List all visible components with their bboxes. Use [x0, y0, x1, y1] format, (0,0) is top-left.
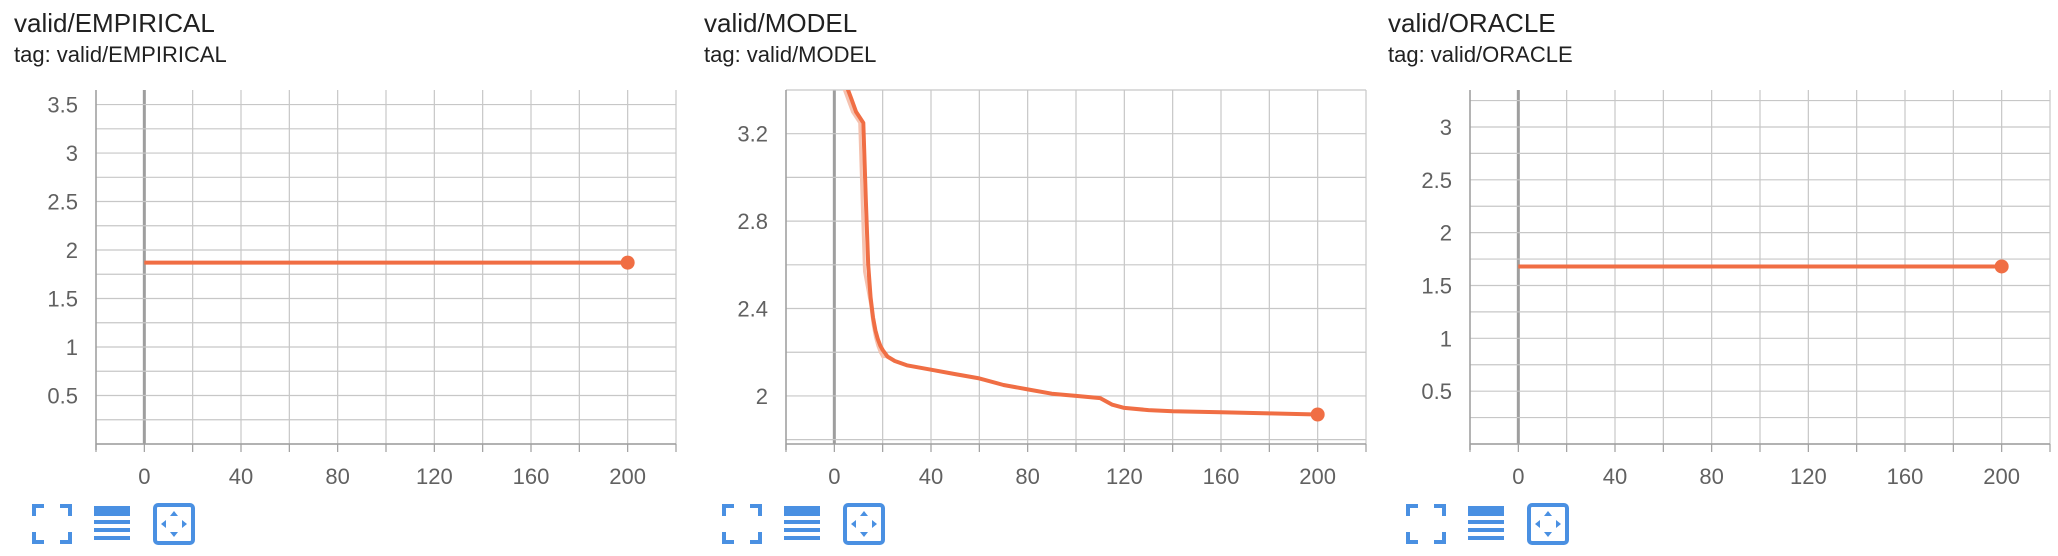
x-tick-label: 200 [1983, 464, 2020, 489]
x-tick-label: 120 [1790, 464, 1827, 489]
data-table-button[interactable] [90, 502, 134, 546]
x-tick-label: 0 [828, 464, 840, 489]
chart-title: valid/EMPIRICAL [14, 8, 215, 38]
data-table-icon [1468, 506, 1504, 540]
x-tick-label: 160 [1887, 464, 1924, 489]
x-tick-label: 40 [229, 464, 253, 489]
y-tick-label: 2 [1440, 221, 1452, 246]
line-chart-model[interactable]: 0 40 80 120 160 200 2 2.4 2.8 3.2 [690, 0, 1370, 500]
y-tick-label: 3 [66, 141, 78, 166]
y-tick-label: 2.8 [737, 209, 768, 234]
chart-tag: tag: valid/EMPIRICAL [14, 42, 227, 67]
y-tick-label: 3 [1440, 115, 1452, 140]
x-tick-label: 40 [1603, 464, 1627, 489]
fit-domain-button[interactable] [1526, 502, 1570, 546]
chart-card-oracle: valid/ORACLE tag: valid/ORACLE 0 40 80 120 1… [1374, 0, 2054, 556]
fit-domain-icon [1527, 503, 1569, 545]
fullscreen-icon [32, 504, 72, 544]
x-tick-label: 80 [1699, 464, 1723, 489]
chart-tag: tag: valid/MODEL [704, 42, 877, 67]
y-tick-label: 0.5 [1421, 379, 1452, 404]
y-tick-label: 2.4 [737, 297, 768, 322]
y-tick-label: 1 [66, 335, 78, 360]
chart-card-model: valid/MODEL tag: valid/MODEL 0 40 80 120 160… [690, 0, 1370, 556]
fullscreen-button[interactable] [720, 502, 764, 546]
series-end-point [620, 255, 635, 270]
x-tick-label: 0 [1512, 464, 1524, 489]
y-tick-label: 0.5 [47, 384, 78, 409]
y-tick-label: 2 [66, 238, 78, 263]
series-end-point [1310, 407, 1325, 422]
y-tick-label: 1.5 [47, 287, 78, 312]
chart-card-empirical: valid/EMPIRICAL tag: valid/EMPIRICAL 0 40… [0, 0, 680, 556]
series-line [845, 90, 1318, 417]
line-chart-oracle[interactable]: 0 40 80 120 160 200 0.5 1 1.5 2 2.5 3 [1374, 0, 2054, 500]
y-tick-label: 2.5 [47, 190, 78, 215]
fullscreen-icon [722, 504, 762, 544]
fit-domain-button[interactable] [842, 502, 886, 546]
fit-domain-button[interactable] [152, 502, 196, 546]
data-table-icon [94, 506, 130, 540]
data-table-button[interactable] [780, 502, 824, 546]
fullscreen-button[interactable] [30, 502, 74, 546]
x-tick-label: 200 [1299, 464, 1336, 489]
x-tick-label: 120 [416, 464, 453, 489]
x-tick-label: 160 [513, 464, 550, 489]
chart-tag: tag: valid/ORACLE [1388, 42, 1573, 67]
fullscreen-button[interactable] [1404, 502, 1448, 546]
y-tick-label: 3.2 [737, 122, 768, 147]
x-tick-label: 120 [1106, 464, 1143, 489]
chart-title: valid/MODEL [704, 8, 858, 38]
data-table-icon [784, 506, 820, 540]
fullscreen-icon [1406, 504, 1446, 544]
chart-title: valid/ORACLE [1388, 8, 1556, 38]
data-table-button[interactable] [1464, 502, 1508, 546]
line-chart-empirical[interactable]: 0 40 80 120 160 200 0.5 1 1.5 2 2.5 3 3.5 [0, 0, 680, 500]
series-end-point [1994, 259, 2009, 274]
x-tick-label: 200 [609, 464, 646, 489]
x-tick-label: 160 [1203, 464, 1240, 489]
y-tick-label: 3.5 [47, 93, 78, 118]
x-tick-label: 80 [325, 464, 349, 489]
x-tick-label: 0 [138, 464, 150, 489]
y-tick-label: 1.5 [1421, 273, 1452, 298]
fit-domain-icon [153, 503, 195, 545]
x-tick-label: 40 [919, 464, 943, 489]
y-tick-label: 2.5 [1421, 168, 1452, 193]
y-tick-label: 2 [756, 384, 768, 409]
x-tick-label: 80 [1015, 464, 1039, 489]
y-tick-label: 1 [1440, 326, 1452, 351]
fit-domain-icon [843, 503, 885, 545]
